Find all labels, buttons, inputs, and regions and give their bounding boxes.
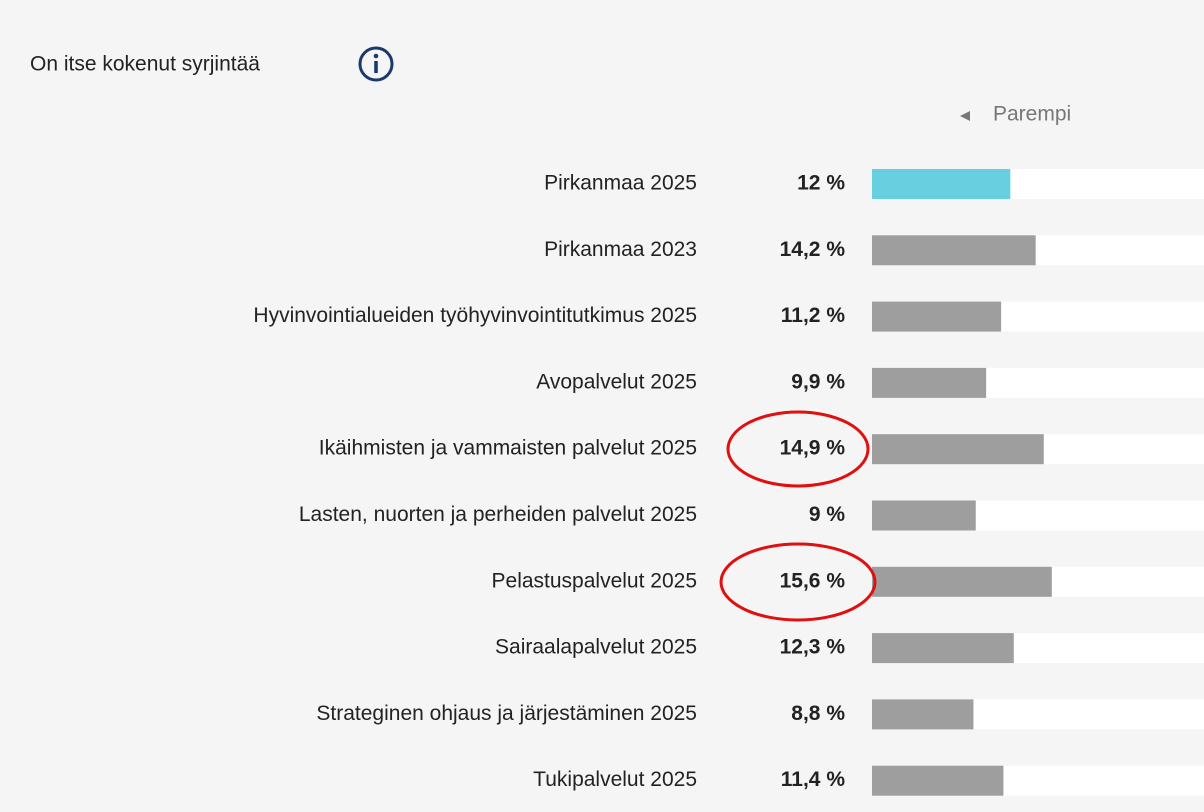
bar: [872, 566, 1052, 597]
value-label: 9 %: [809, 503, 846, 526]
category-label: Tukipalvelut 2025: [533, 768, 697, 791]
bar: [872, 765, 1004, 796]
category-label: Hyvinvointialueiden työhyvinvointitutkim…: [253, 304, 697, 327]
bar: [872, 169, 1011, 199]
category-label: Ikäihmisten ja vammaisten palvelut 2025: [319, 437, 697, 460]
bar: [872, 235, 1036, 266]
value-label: 12,3 %: [780, 636, 846, 659]
value-label: 12 %: [797, 172, 845, 195]
value-label: 15,6 %: [780, 569, 846, 592]
direction-arrow: [960, 111, 970, 121]
category-label: Lasten, nuorten ja perheiden palvelut 20…: [299, 503, 697, 526]
category-label: Pelastuspalvelut 2025: [492, 569, 697, 592]
bar: [872, 633, 1014, 664]
value-label: 14,9 %: [780, 437, 846, 460]
bar: [872, 500, 976, 531]
value-label: 11,2 %: [781, 304, 846, 327]
better-label: Parempi: [993, 103, 1071, 126]
category-label: Avopalvelut 2025: [536, 370, 697, 393]
category-label: Sairaalapalvelut 2025: [495, 636, 697, 659]
bar: [872, 434, 1044, 465]
highlight-circle: [719, 542, 877, 622]
value-label: 14,2 %: [780, 238, 846, 261]
category-label: Pirkanmaa 2023: [544, 238, 697, 261]
highlight-circle: [726, 410, 870, 488]
value-label: 9,9 %: [791, 370, 845, 393]
category-label: Pirkanmaa 2025: [544, 172, 697, 195]
category-label: Strateginen ohjaus ja järjestäminen 2025: [316, 702, 697, 725]
info-icon[interactable]: [358, 46, 394, 82]
chart-title: On itse kokenut syrjintää: [30, 53, 260, 76]
value-label: 8,8 %: [791, 702, 845, 725]
value-label: 11,4 %: [781, 768, 846, 791]
bar: [872, 699, 974, 730]
bar: [872, 367, 987, 398]
bar: [872, 301, 1002, 332]
